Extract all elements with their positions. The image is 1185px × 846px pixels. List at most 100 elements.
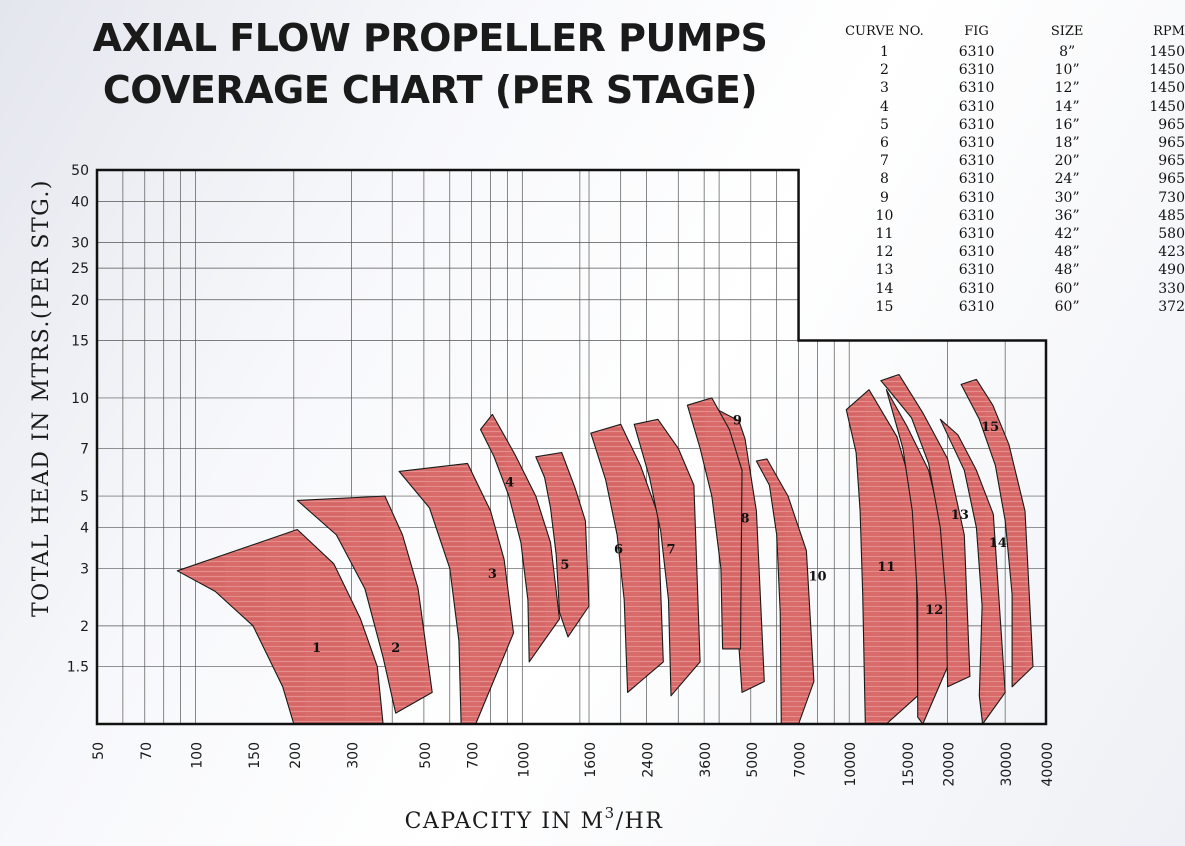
cell-size: 14” <box>1054 98 1080 115</box>
coverage-area-5 <box>535 451 590 638</box>
curve-label: 9 <box>733 413 742 428</box>
y-tick-label: 25 <box>71 261 89 277</box>
cell-rpm: 730 <box>1158 189 1185 206</box>
coverage-area-13 <box>880 373 971 688</box>
cell-curve-no: 13 <box>875 262 894 279</box>
cell-size: 60” <box>1054 298 1080 315</box>
curve-label: 6 <box>614 543 623 558</box>
x-tick-labels: 50 70 100 150 200 300 500 700 1000 1600 2400 3600 50… <box>91 742 1056 787</box>
table-row: 8 6310 24” 965 <box>840 170 1185 188</box>
curve-label: 14 <box>989 536 1007 551</box>
x-tick-label: 200 <box>288 742 304 769</box>
table-row: 5 6310 16” 965 <box>840 116 1185 134</box>
y-tick-label: 3 <box>80 561 89 577</box>
cell-size: 60” <box>1054 280 1080 297</box>
coverage-area-9 <box>686 397 743 650</box>
table-body: 1 6310 8” 1450 2 6310 10” 1450 3 6310 12” 1450 4 6310… <box>840 43 1185 316</box>
cell-fig: 6310 <box>958 226 995 243</box>
x-axis-label: CAPACITY IN M3/HR <box>405 804 664 834</box>
x-tick-label: 3600 <box>698 742 714 778</box>
table-row: 13 6310 48” 490 <box>840 261 1185 279</box>
cell-rpm: 1450 <box>1149 62 1185 79</box>
table-row: 9 6310 30” 730 <box>840 189 1185 207</box>
table-row: 6 6310 18” 965 <box>840 134 1185 152</box>
cell-curve-no: 3 <box>879 80 889 97</box>
chart-title-line-2: COVERAGE CHART (PER STAGE) <box>102 68 758 112</box>
table-row: 1 6310 8” 1450 <box>840 43 1185 61</box>
cell-rpm: 1450 <box>1149 44 1185 60</box>
curve-label: 15 <box>981 420 999 435</box>
table-row: 10 6310 36” 485 <box>840 207 1185 225</box>
cell-rpm: 330 <box>1158 280 1185 297</box>
curve-label: 7 <box>666 543 675 558</box>
curve-label: 1 <box>312 641 321 656</box>
curve-label: 4 <box>505 475 514 490</box>
cell-fig: 6310 <box>958 153 995 170</box>
y-tick-label: 15 <box>71 334 89 350</box>
x-tick-label: 100 <box>189 742 205 769</box>
x-tick-label: 30000 <box>999 742 1015 787</box>
cell-size: 18” <box>1054 135 1080 152</box>
x-tick-label: 2400 <box>641 742 657 778</box>
y-tick-label: 50 <box>71 163 89 179</box>
x-tick-label: 10000 <box>843 742 859 787</box>
coverage-area-10 <box>755 458 815 725</box>
x-tick-label: 1000 <box>516 742 532 778</box>
header-curve-no: CURVE NO. <box>845 24 924 39</box>
cell-rpm: 965 <box>1158 153 1185 170</box>
x-tick-label: 7000 <box>793 742 809 778</box>
y-tick-label: 40 <box>71 195 89 211</box>
curve-label: 10 <box>808 570 826 585</box>
header-rpm: RPM <box>1153 24 1185 39</box>
cell-curve-no: 2 <box>879 62 889 79</box>
cell-fig: 6310 <box>958 80 995 97</box>
cell-curve-no: 5 <box>879 116 889 133</box>
cell-size: 24” <box>1054 171 1080 188</box>
table-header-row: CURVE NO. FIG SIZE RPM <box>840 24 1185 43</box>
cell-fig: 6310 <box>958 298 995 315</box>
cell-size: 8” <box>1059 44 1076 60</box>
cell-size: 48” <box>1054 244 1080 261</box>
curve-label: 13 <box>951 508 969 523</box>
cell-fig: 6310 <box>958 262 995 279</box>
y-tick-label: 4 <box>80 521 89 537</box>
table-row: 15 6310 60” 372 <box>840 298 1185 316</box>
cell-fig: 6310 <box>958 44 995 60</box>
x-tick-label: 40000 <box>1040 742 1056 787</box>
cell-fig: 6310 <box>958 135 995 152</box>
cell-curve-no: 9 <box>879 189 889 206</box>
cell-rpm: 372 <box>1158 298 1185 315</box>
cell-curve-no: 11 <box>875 226 894 243</box>
curve-label: 3 <box>488 567 497 582</box>
curve-label: 11 <box>877 560 895 575</box>
table-row: 14 6310 60” 330 <box>840 280 1185 298</box>
cell-fig: 6310 <box>958 207 995 224</box>
cell-fig: 6310 <box>958 171 995 188</box>
cell-fig: 6310 <box>958 244 995 261</box>
header-fig: FIG <box>964 24 989 39</box>
table-row: 11 6310 42” 580 <box>840 225 1185 243</box>
x-tick-label: 1600 <box>583 742 599 778</box>
cell-curve-no: 15 <box>875 298 894 315</box>
cell-size: 48” <box>1054 262 1080 279</box>
cell-fig: 6310 <box>958 189 995 206</box>
table-row: 12 6310 48” 423 <box>840 243 1185 261</box>
header-size: SIZE <box>1050 24 1084 39</box>
coverage-area-15 <box>960 378 1034 688</box>
x-tick-label: 150 <box>247 742 263 769</box>
cell-curve-no: 14 <box>875 280 894 297</box>
cell-rpm: 490 <box>1158 262 1185 279</box>
x-tick-label: 5000 <box>745 742 761 778</box>
cell-fig: 6310 <box>958 280 995 297</box>
x-tick-label: 500 <box>418 742 434 769</box>
coverage-area-4 <box>479 413 561 663</box>
curve-label: 2 <box>391 641 400 656</box>
y-tick-label: 7 <box>80 441 89 457</box>
x-tick-label: 300 <box>345 742 361 769</box>
cell-rpm: 1450 <box>1149 80 1185 97</box>
cell-curve-no: 7 <box>879 153 889 170</box>
chart-frame <box>95 168 1048 726</box>
cell-curve-no: 10 <box>875 207 894 224</box>
coverage-area-6 <box>590 423 664 693</box>
